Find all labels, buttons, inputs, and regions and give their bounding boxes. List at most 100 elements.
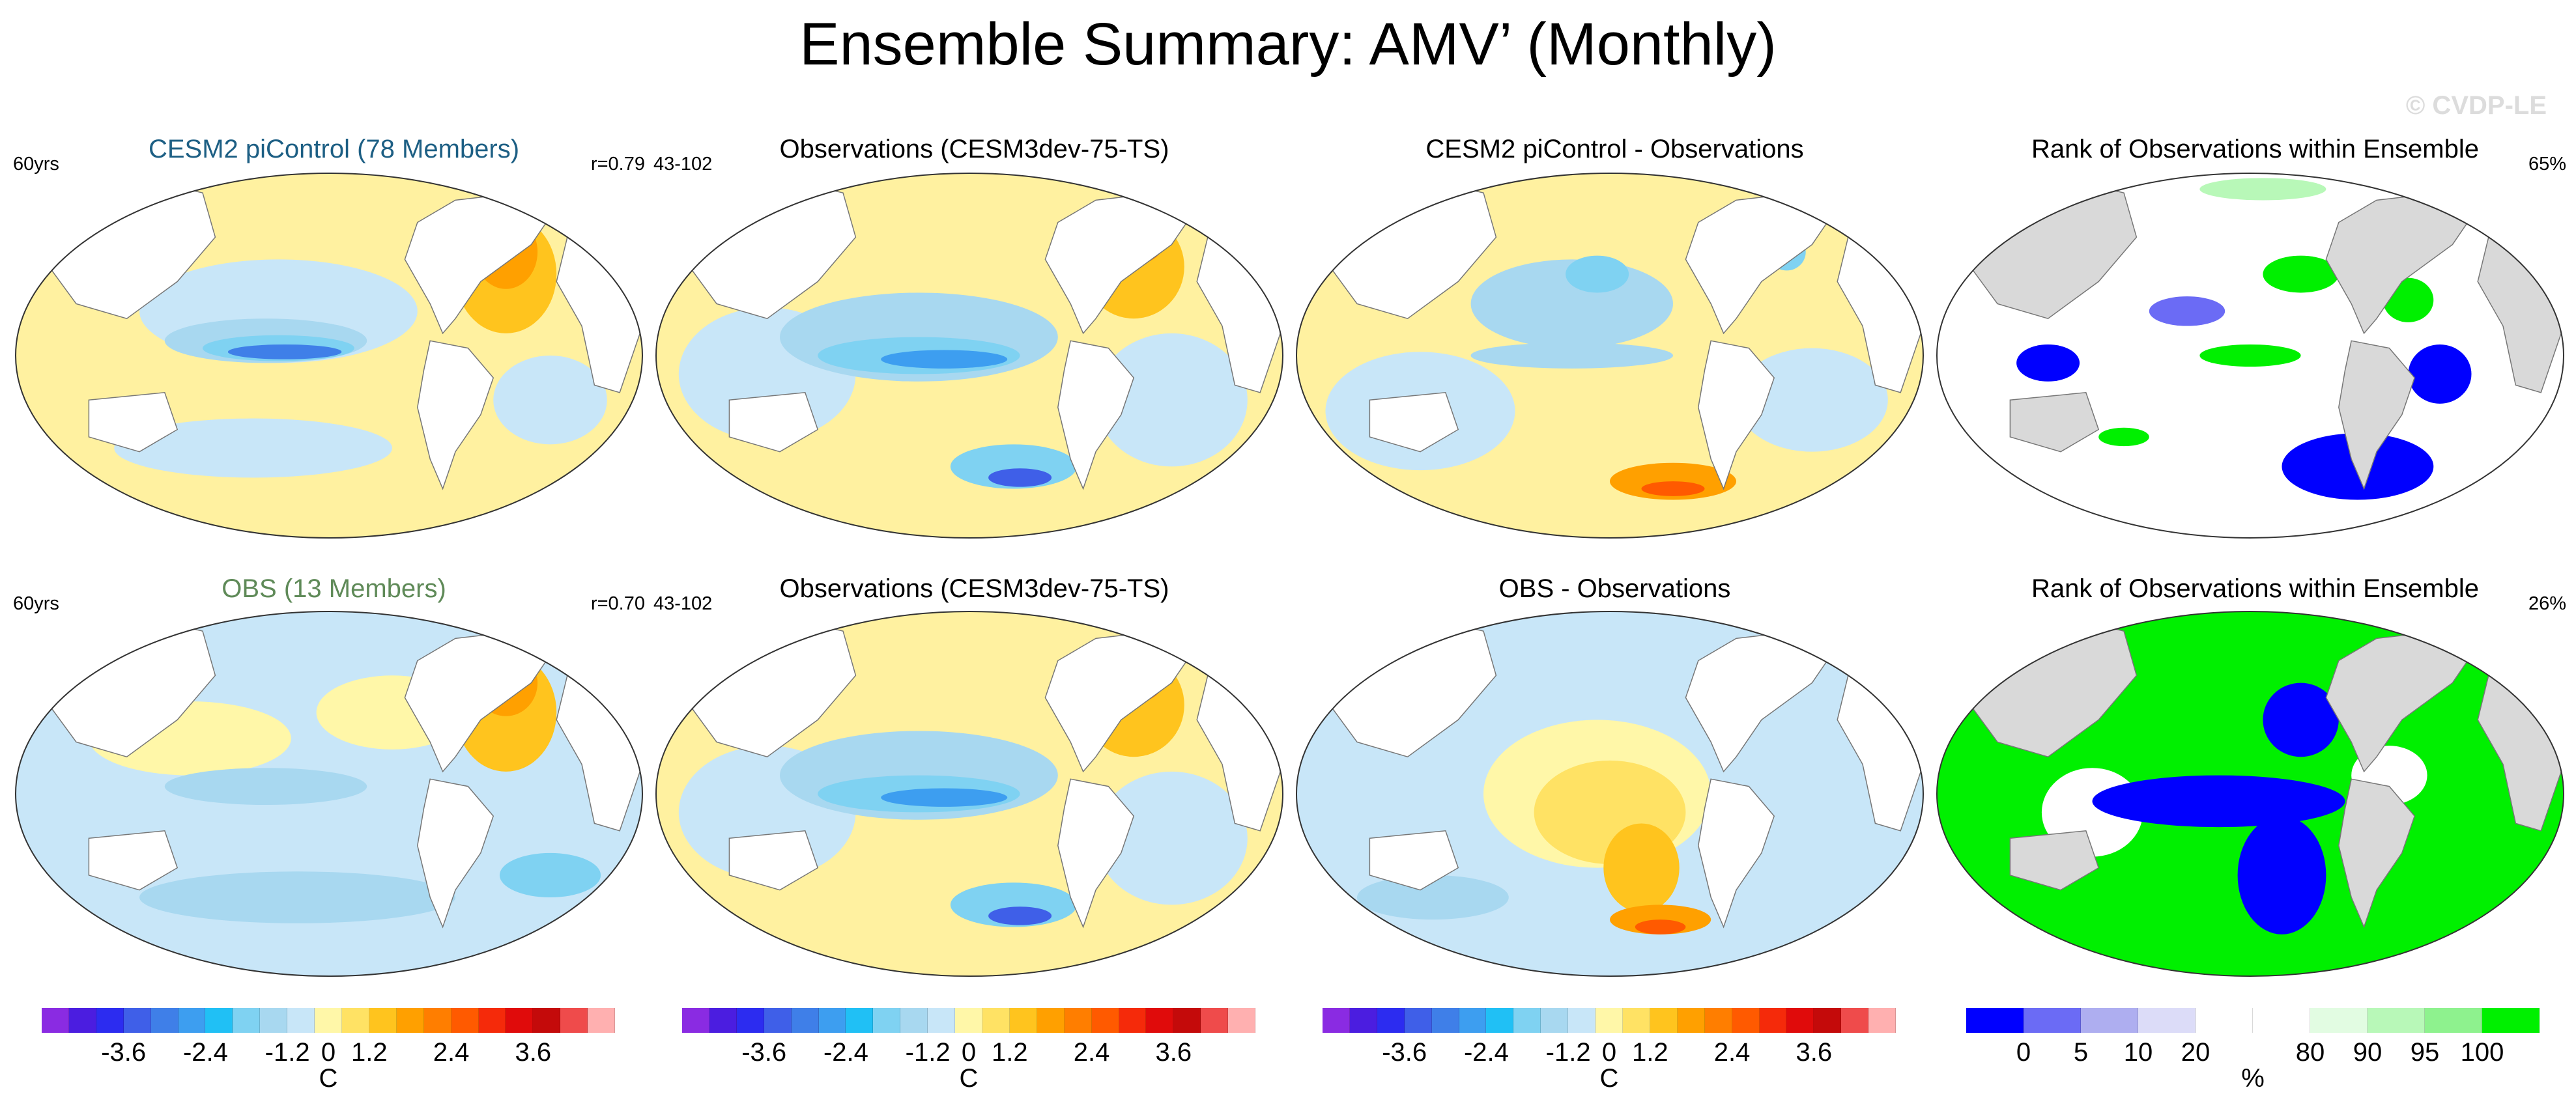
colorbar-swatch	[900, 1008, 928, 1033]
colorbar-swatch	[1323, 1008, 1350, 1033]
colorbar-swatch	[846, 1008, 874, 1033]
colorbar-swatch	[1541, 1008, 1569, 1033]
colorbar-swatch	[982, 1008, 1010, 1033]
map-panel	[14, 611, 644, 977]
colorbar	[42, 1008, 616, 1033]
colorbar-swatch	[42, 1008, 69, 1033]
colorbar-unit-label: %	[2241, 1064, 2265, 1093]
colorbar-tick-label: 3.6	[1155, 1038, 1192, 1067]
colorbar-swatch	[1868, 1008, 1896, 1033]
colorbar-swatch	[287, 1008, 315, 1033]
colorbar-tick-label: -1.2	[1545, 1038, 1591, 1067]
contour-region	[227, 344, 342, 359]
colorbar-swatch	[873, 1008, 901, 1033]
colorbar-tick-label: -1.2	[905, 1038, 951, 1067]
colorbar-swatch	[96, 1008, 124, 1033]
contour-region	[1357, 875, 1509, 920]
map-outline	[1295, 173, 1925, 539]
colorbar-tick-label: 0	[1601, 1038, 1617, 1067]
map-outline	[14, 611, 644, 977]
colorbar-swatch	[478, 1008, 506, 1033]
colorbar-tick-label: 2.4	[1713, 1038, 1751, 1067]
colorbar-tick-label: -2.4	[823, 1038, 868, 1067]
land-mass	[728, 830, 819, 891]
colorbar-swatch	[2425, 1008, 2482, 1033]
colorbar-swatch	[1814, 1008, 1842, 1033]
colorbar-swatch	[1201, 1008, 1229, 1033]
contour-region	[2199, 178, 2326, 201]
colorbar-swatch	[1704, 1008, 1732, 1033]
panel-title: CESM2 piControl - Observations	[1425, 135, 1804, 163]
land-mass	[728, 391, 819, 453]
contour-region	[1736, 348, 1888, 452]
map-panel	[655, 611, 1284, 977]
panel-stat-label: 26%	[2528, 593, 2566, 614]
colorbar-swatch	[764, 1008, 792, 1033]
contour-region	[2098, 427, 2149, 447]
panel-title: Rank of Observations within Ensemble	[2031, 574, 2479, 603]
colorbar-swatch	[2253, 1008, 2310, 1033]
panel-title: CESM2 piControl (78 Members)	[148, 135, 520, 163]
contour-region	[2263, 255, 2339, 293]
colorbar-swatch	[736, 1008, 764, 1033]
land-mass	[1698, 778, 1775, 929]
panel-title: Observations (CESM3dev-75-TS)	[779, 135, 1169, 163]
colorbar-swatch	[396, 1008, 424, 1033]
colorbar-swatch	[1486, 1008, 1514, 1033]
colorbar-swatch	[1841, 1008, 1869, 1033]
land-mass	[1369, 830, 1459, 891]
colorbar-tick-label: 20	[2181, 1038, 2211, 1067]
colorbar-swatch	[1568, 1008, 1596, 1033]
colorbar-swatch	[1732, 1008, 1760, 1033]
colorbar-swatch	[1622, 1008, 1650, 1033]
colorbar-swatch	[928, 1008, 956, 1033]
contour-region	[1603, 823, 1680, 912]
panel-period-label: 60yrs	[13, 154, 59, 175]
contour-region	[1610, 462, 1736, 500]
colorbar-tick-label: 3.6	[515, 1038, 552, 1067]
land-mass	[1369, 391, 1459, 453]
colorbar-swatch	[233, 1008, 261, 1033]
map-outline	[1295, 611, 1925, 977]
colorbar-tick-label: 10	[2123, 1038, 2153, 1067]
colorbar-swatch	[150, 1008, 179, 1033]
land-mass	[88, 391, 179, 453]
colorbar-swatch	[1966, 1008, 2024, 1033]
land-mass	[2009, 830, 2100, 891]
colorbar-swatch	[423, 1008, 451, 1033]
map-panel	[1295, 173, 1925, 539]
land-mass	[1057, 340, 1135, 490]
colorbar-swatch	[1650, 1008, 1678, 1033]
colorbar-tick-label: 0	[2016, 1038, 2031, 1067]
panel-stat-label: r=0.70	[590, 593, 645, 614]
colorbar-tick-label: 1.2	[992, 1038, 1028, 1067]
colorbar-swatch	[1349, 1008, 1377, 1033]
colorbar-swatch	[1037, 1008, 1065, 1033]
map-panel	[655, 173, 1284, 539]
colorbar-swatch	[2138, 1008, 2196, 1033]
colorbar-swatch	[260, 1008, 288, 1033]
colorbar-tick-label: 5	[2073, 1038, 2089, 1067]
colorbar	[682, 1008, 1256, 1033]
colorbar-swatch	[205, 1008, 233, 1033]
map-panel	[14, 173, 644, 539]
map-outline	[1936, 611, 2565, 977]
colorbar-swatch	[682, 1008, 709, 1033]
colorbar-tick-label: 0	[321, 1038, 336, 1067]
colorbar	[1966, 1008, 2540, 1033]
contour-region	[988, 906, 1052, 925]
colorbar-unit-label: C	[1599, 1064, 1619, 1093]
colorbar-swatch	[506, 1008, 534, 1033]
colorbar-swatch	[955, 1008, 982, 1033]
colorbar-swatch	[2482, 1008, 2540, 1033]
colorbar-swatch	[341, 1008, 369, 1033]
colorbar-swatch	[68, 1008, 96, 1033]
panel-period-label: 60yrs	[13, 593, 59, 614]
contour-region	[881, 788, 1008, 807]
colorbar-swatch	[1119, 1008, 1147, 1033]
contour-region	[493, 356, 607, 445]
colorbar-tick-label: 1.2	[351, 1038, 388, 1067]
contour-region	[2408, 344, 2472, 404]
colorbar-tick-label: -2.4	[182, 1038, 228, 1067]
colorbar-swatch	[1404, 1008, 1432, 1033]
